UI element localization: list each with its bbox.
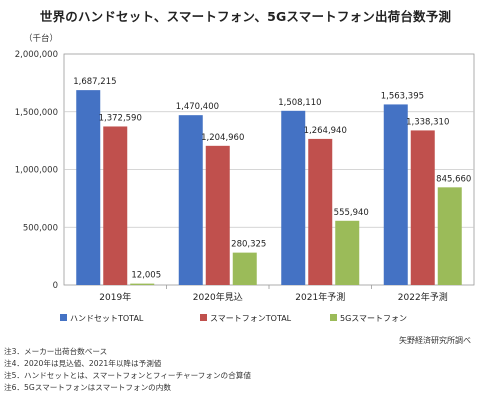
data-label: 1,264,940: [304, 126, 347, 136]
x-tick-label: 2020年見込: [193, 291, 243, 303]
bar: [130, 283, 155, 285]
data-label: 845,660: [436, 174, 471, 184]
y-tick-label: 0: [53, 281, 58, 291]
data-label: 12,005: [131, 271, 161, 281]
note-6: 注6．5Gスマートフォンはスマートフォンの内数: [4, 383, 171, 392]
y-tick-label: 500,000: [23, 223, 58, 233]
y-tick-label: 2,000,000: [15, 50, 58, 60]
bar: [103, 126, 128, 286]
bar: [205, 145, 230, 285]
bar: [308, 138, 333, 285]
bar: [281, 110, 306, 285]
y-axis-unit: （千台）: [24, 33, 58, 44]
x-tick-label: 2021年予測: [295, 291, 345, 303]
legend-swatch: [60, 314, 67, 321]
bar: [410, 130, 435, 285]
legend-label: スマートフォンTOTAL: [210, 314, 292, 323]
legend-label: 5Gスマートフォン: [340, 314, 407, 323]
bar: [335, 220, 360, 285]
x-tick-label: 2019年: [99, 291, 131, 303]
data-label: 1,508,110: [278, 98, 321, 108]
bar: [178, 115, 203, 286]
bar: [437, 187, 462, 285]
data-label: 1,338,310: [406, 117, 449, 127]
data-label: 1,687,215: [73, 77, 116, 87]
source-credit: 矢野経済研究所調べ: [399, 336, 471, 345]
note-3: 注3．メーカー出荷台数ベース: [4, 347, 108, 356]
legend-label: ハンドセットTOTAL: [70, 314, 144, 323]
bar: [232, 252, 257, 285]
note-5: 注5．ハンドセットとは、スマートフォンとフィーチャーフォンの合算値: [4, 371, 251, 380]
y-tick-label: 1,500,000: [15, 108, 58, 118]
bar: [76, 90, 101, 285]
data-label: 1,372,590: [99, 113, 142, 123]
data-label: 1,563,395: [381, 91, 424, 101]
bar: [383, 104, 408, 285]
legend-swatch: [330, 314, 337, 321]
data-label: 555,940: [334, 208, 369, 218]
data-label: 1,470,400: [176, 102, 219, 112]
chart-title: 世界のハンドセット、スマートフォン、5Gスマートフォン出荷台数予測: [39, 9, 452, 24]
note-4: 注4．2020年は見込値、2021年以降は予測値: [4, 359, 162, 368]
data-label: 280,325: [231, 240, 266, 250]
x-tick-label: 2022年予測: [398, 291, 448, 303]
legend-swatch: [200, 314, 207, 321]
data-label: 1,204,960: [201, 133, 244, 143]
y-tick-label: 1,000,000: [15, 166, 58, 176]
